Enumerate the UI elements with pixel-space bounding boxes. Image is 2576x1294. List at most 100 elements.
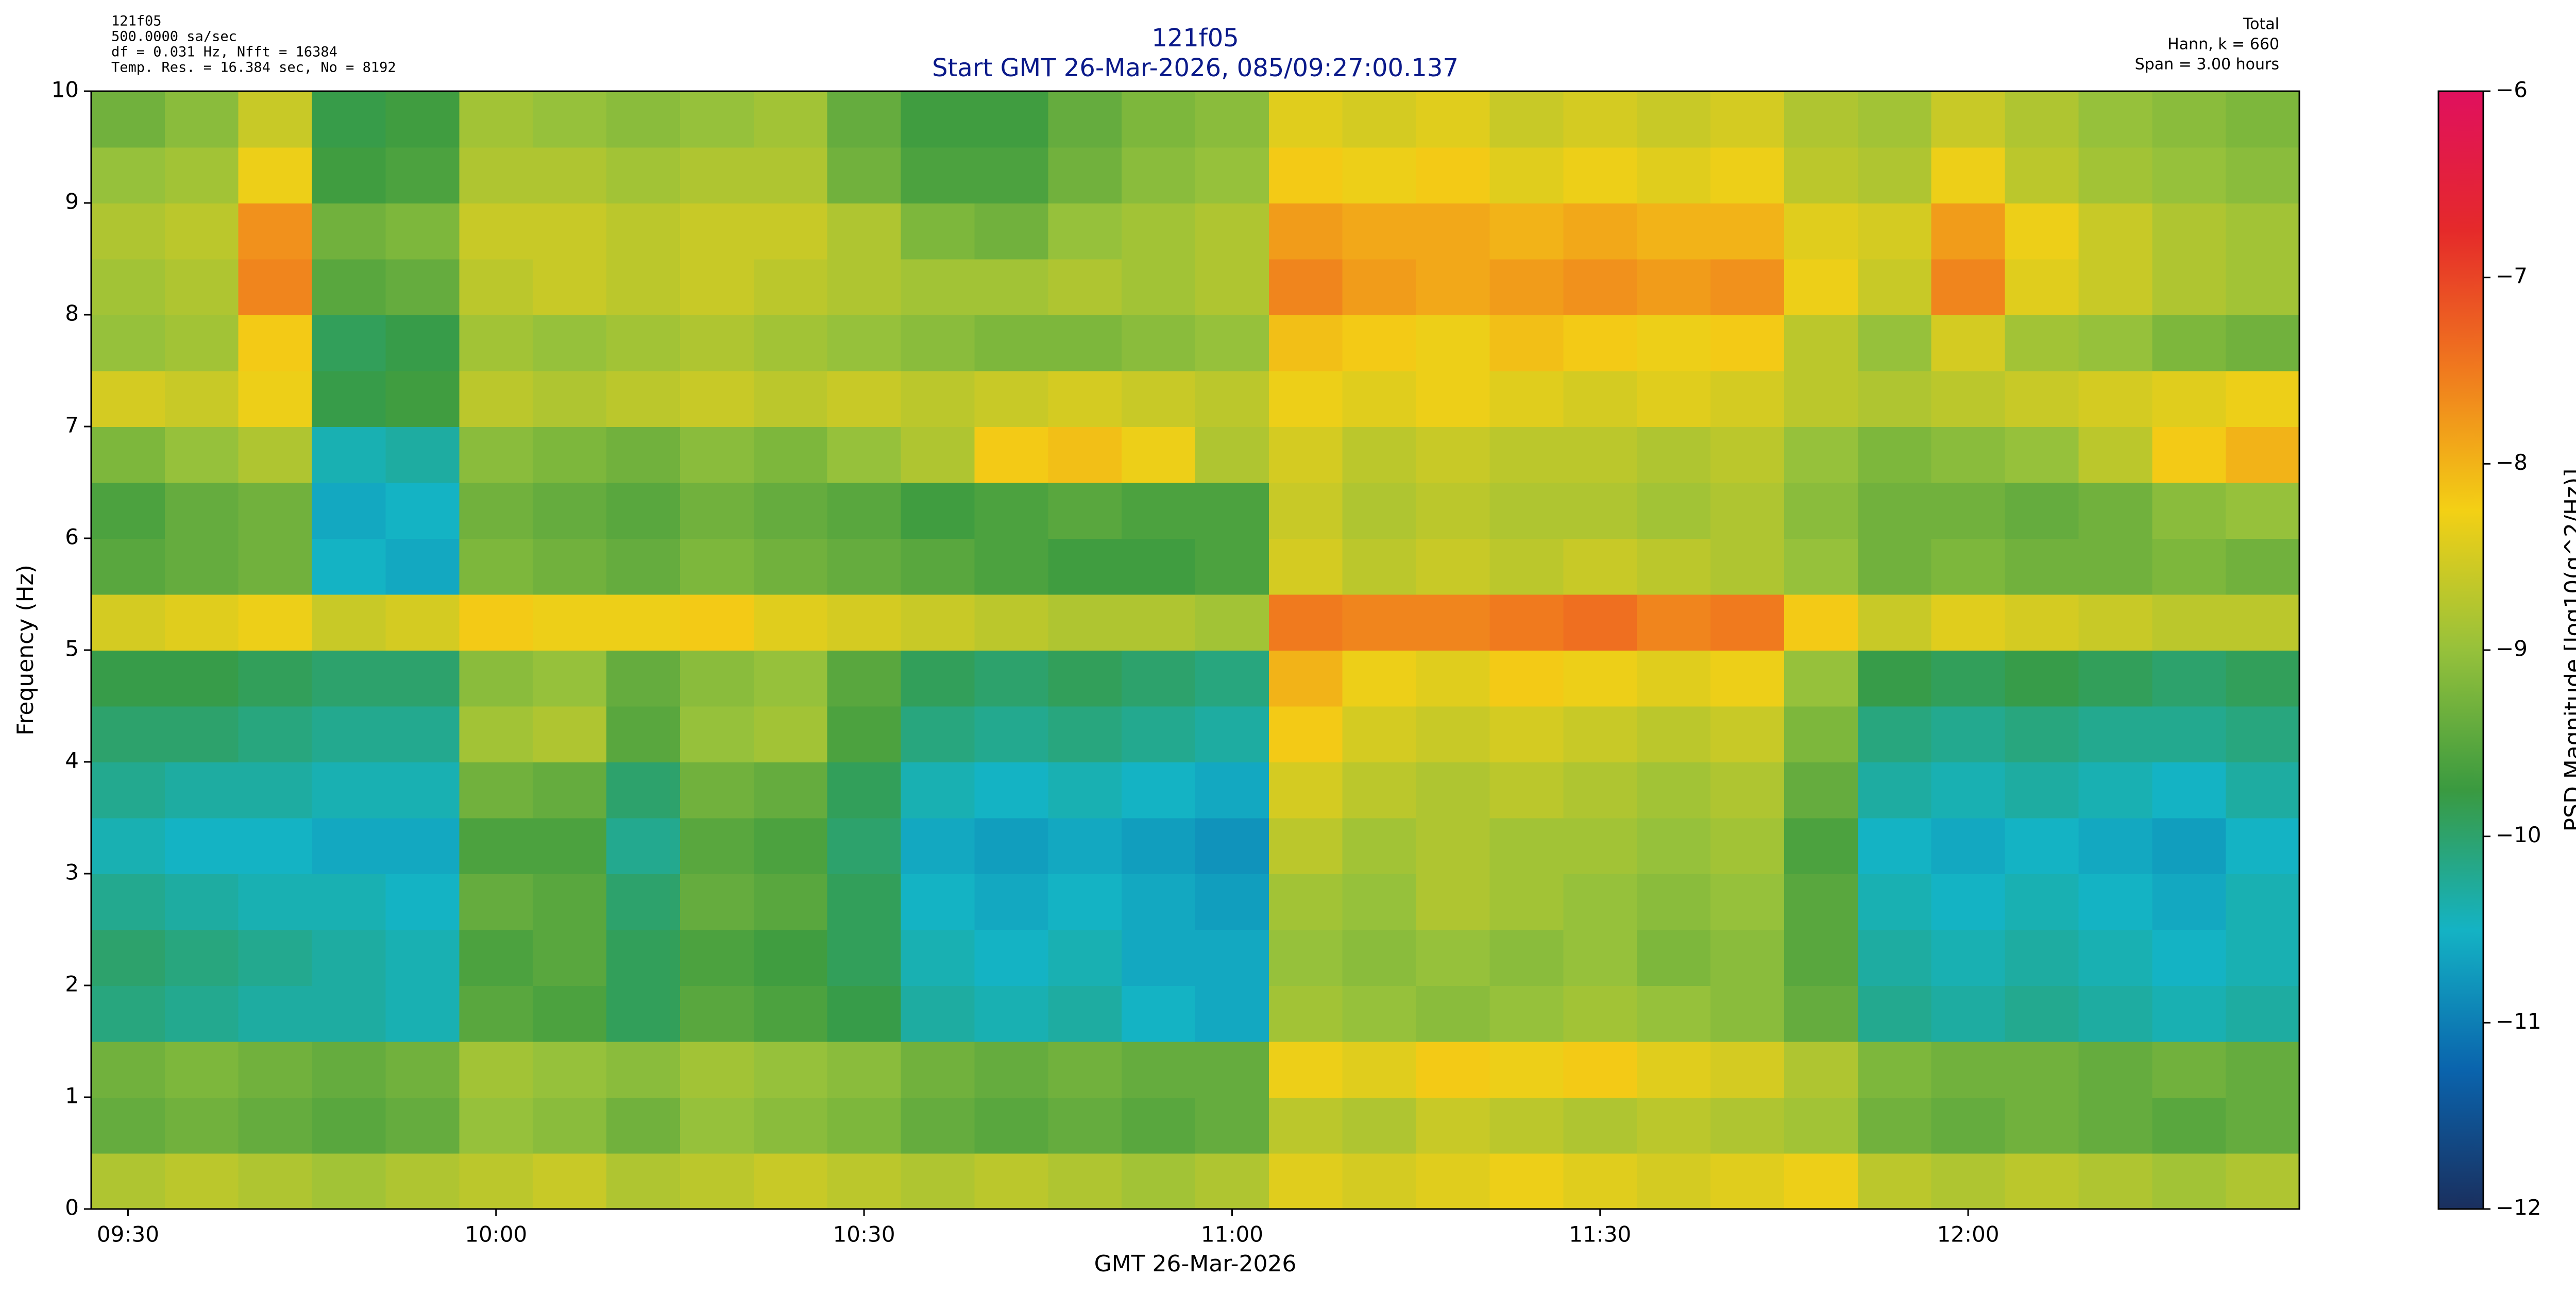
heat-cell [2078,203,2153,260]
heat-cell [312,594,386,651]
heat-cell [1122,203,1196,260]
heat-cell [164,538,239,595]
heat-cell [1710,370,1785,427]
heat-cell [1048,929,1123,986]
heat-cell [827,1097,902,1154]
heat-cell [1637,762,1711,819]
heat-cell [1857,370,1932,427]
heat-cell [1710,427,1785,483]
heat-cell [680,1041,754,1098]
heat-cell [1342,538,1417,595]
heat-cell [1710,818,1785,874]
heat-cell [1857,929,1932,986]
heat-cell [680,203,754,260]
heat-cell [91,818,165,874]
heat-cell [2005,315,2079,371]
heat-cell [385,482,460,539]
heat-cell [1857,818,1932,874]
heat-cell [1784,762,1858,819]
heat-cell [1416,1153,1490,1210]
heat-cell [2152,370,2227,427]
x-axis-label: GMT 26-Mar-2026 [1094,1251,1297,1277]
heat-cell [164,985,239,1042]
heat-cell [2005,370,2079,427]
heat-cell [1931,259,2006,315]
heat-cell [533,147,607,203]
heat-cell [1563,203,1638,260]
heat-cell [1710,482,1785,539]
heat-cell [2152,929,2227,986]
heat-cell [1342,91,1417,148]
heat-cell [1857,594,1932,651]
heat-cell [459,762,534,819]
heat-cell [533,985,607,1042]
heat-cell [606,762,681,819]
heat-cell [238,818,313,874]
heat-cell [312,706,386,762]
heat-cell [1931,929,2006,986]
heat-cell [606,874,681,930]
heat-cell [312,203,386,260]
heat-cell [164,1097,239,1154]
heat-cell [1563,1097,1638,1154]
heat-cell [1268,762,1343,819]
heat-cell [2078,482,2153,539]
heat-cell [1195,147,1269,203]
heat-cell [974,706,1049,762]
heat-cell [459,315,534,371]
heat-cell [1710,538,1785,595]
heat-cell [606,594,681,651]
heat-cell [901,259,975,315]
heat-cell [2152,203,2227,260]
heat-cell [2078,91,2153,148]
heat-cell [2226,1041,2300,1098]
heat-cell [1122,370,1196,427]
heat-cell [2005,1153,2079,1210]
heat-cell [1416,91,1490,148]
heat-cell [974,427,1049,483]
heat-cell [1784,1097,1858,1154]
heat-cell [753,874,828,930]
heat-cell [606,315,681,371]
heat-cell [238,203,313,260]
heat-cell [2226,1097,2300,1154]
heat-cell [1195,482,1269,539]
heat-cell [312,315,386,371]
heat-cell [385,1097,460,1154]
heat-cell [753,594,828,651]
heat-cell [680,1153,754,1210]
heat-cell [238,482,313,539]
heat-cell [2152,706,2227,762]
heat-cell [827,370,902,427]
heat-cell [2005,1097,2079,1154]
heat-cell [91,929,165,986]
heat-cell [1637,594,1711,651]
heat-cell [2078,929,2153,986]
heat-cell [91,203,165,260]
heat-cell [238,370,313,427]
heat-cell [1268,427,1343,483]
info-right-line: Span = 3.00 hours [2135,56,2279,74]
heat-cell [1784,203,1858,260]
heat-cell [91,315,165,371]
heat-cell [238,259,313,315]
heat-cell [606,1041,681,1098]
heat-cell [753,370,828,427]
heat-cell [164,1041,239,1098]
heat-cell [974,874,1049,930]
heat-cell [974,370,1049,427]
heat-cell [459,1153,534,1210]
colorbar-tick-label: −10 [2496,822,2541,847]
heat-cell [2226,985,2300,1042]
heat-cell [533,538,607,595]
heat-cell [1784,818,1858,874]
heat-cell [827,929,902,986]
heat-cell [827,538,902,595]
heat-cell [1122,762,1196,819]
heat-cell [164,594,239,651]
heat-cell [1048,762,1123,819]
colorbar-tick-label: −9 [2496,636,2528,661]
heat-cell [1710,147,1785,203]
heat-cell [91,1041,165,1098]
heat-cell [238,874,313,930]
